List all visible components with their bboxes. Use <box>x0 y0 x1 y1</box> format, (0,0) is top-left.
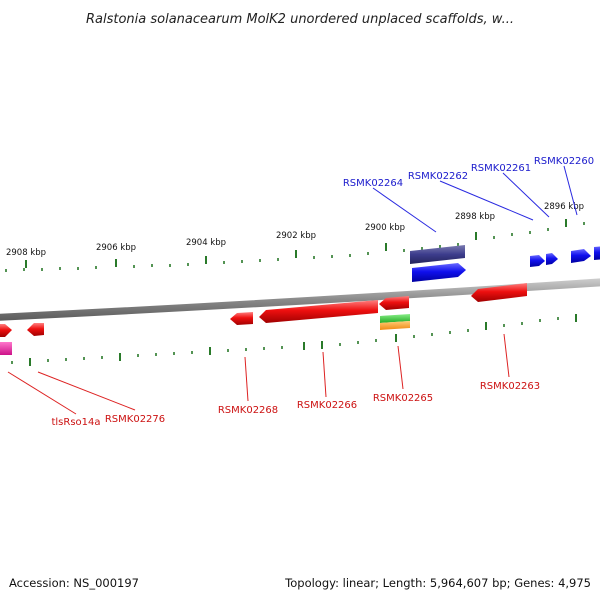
scale-label: 2896 kbp <box>544 202 584 212</box>
misc-feature-green[interactable] <box>380 314 410 323</box>
gene-label-bottom[interactable]: tlsRso14a <box>51 417 100 428</box>
genome-summary-text: Topology: linear; Length: 5,964,607 bp; … <box>284 576 591 590</box>
scale-label: 2902 kbp <box>276 231 316 241</box>
scale-label: 2908 kbp <box>6 248 46 258</box>
top-callout-lines <box>372 165 578 233</box>
scale-label: 2906 kbp <box>96 243 136 253</box>
top-scale-track: 2908 kbp 2906 kbp 2904 kbp 2902 kbp 2900… <box>5 202 585 272</box>
top-major-ticks <box>25 219 567 268</box>
gene-rsmk02262[interactable] <box>530 255 545 267</box>
gene-rsmk02265[interactable] <box>379 296 409 310</box>
gene-rsmk02268[interactable] <box>230 312 253 325</box>
gene-rsmk02263[interactable] <box>471 283 527 302</box>
scale-label: 2900 kbp <box>365 223 405 233</box>
bottom-minor-ticks <box>11 317 559 364</box>
gene-rsmk02260[interactable] <box>571 249 591 263</box>
gene-label-top[interactable]: RSMK02260 <box>534 156 594 167</box>
reverse-strand-features <box>0 283 527 355</box>
gene-label-top[interactable]: RSMK02264 <box>343 178 403 189</box>
gene-label-bottom[interactable]: RSMK02276 <box>105 414 165 425</box>
accession-text: Accession: NS_000197 <box>9 576 139 590</box>
misc-feature-orange[interactable] <box>380 321 410 330</box>
gene-rsmk02266[interactable] <box>259 300 378 323</box>
bottom-scale-track <box>11 314 577 366</box>
gene-label-bottom[interactable]: RSMK02265 <box>373 393 433 404</box>
gene-rsmk02260-next[interactable] <box>594 246 600 260</box>
gene-rsmk02264-rna[interactable] <box>410 245 465 264</box>
scale-label: 2898 kbp <box>455 212 495 222</box>
gene-rsmk02261[interactable] <box>546 253 558 265</box>
top-minor-ticks <box>5 222 585 272</box>
gene-tlsrso14a-fragment[interactable] <box>0 324 12 337</box>
bottom-callout-lines <box>7 333 510 415</box>
misc-feature-magenta[interactable] <box>0 342 12 355</box>
gene-label-bottom[interactable]: RSMK02266 <box>297 400 357 411</box>
gene-label-top[interactable]: RSMK02261 <box>471 163 531 174</box>
gene-rsmk02264[interactable] <box>412 263 466 282</box>
map-title: Ralstonia solanacearum MolK2 unordered u… <box>86 12 514 27</box>
gene-label-bottom[interactable]: RSMK02263 <box>480 381 540 392</box>
genome-backbone <box>0 278 600 321</box>
gene-label-bottom[interactable]: RSMK02268 <box>218 405 278 416</box>
gene-label-top[interactable]: RSMK02262 <box>408 171 468 182</box>
bottom-major-ticks <box>29 314 577 366</box>
scale-label: 2904 kbp <box>186 238 226 248</box>
gene-rsmk02276[interactable] <box>27 323 44 336</box>
forward-strand-features <box>410 245 600 282</box>
